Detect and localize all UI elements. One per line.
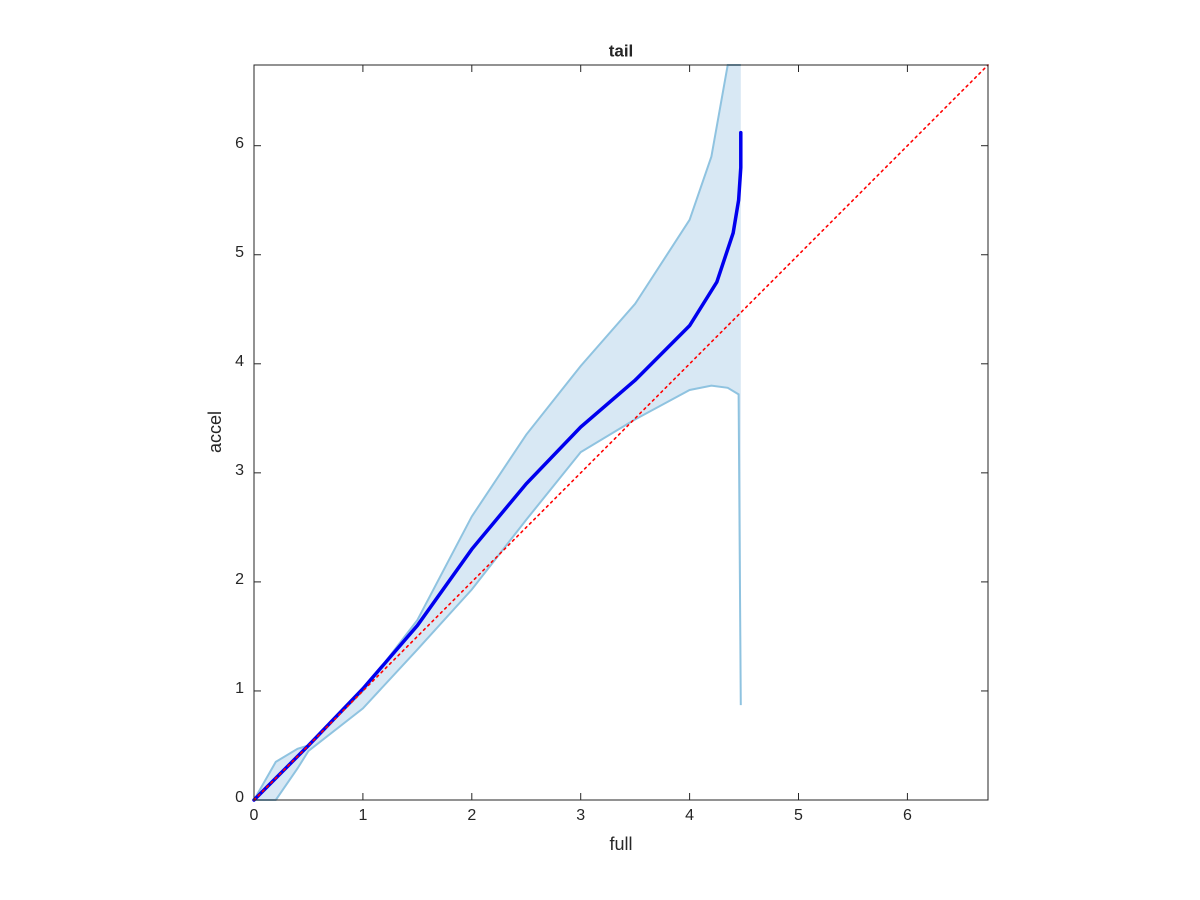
y-tick-label: 0 — [235, 789, 244, 806]
band-upper — [253, 64, 741, 801]
x-axis-label: full — [609, 834, 632, 854]
x-tick-label: 1 — [358, 807, 367, 824]
y-tick-label: 3 — [235, 462, 244, 479]
y-tick-label: 4 — [235, 353, 244, 370]
x-tick-label: 6 — [903, 807, 912, 824]
axes-box — [253, 64, 989, 801]
x-tick-label: 0 — [250, 807, 259, 824]
chart-title: tail — [609, 41, 634, 60]
x-tick-label: 3 — [576, 807, 585, 824]
reference-line — [253, 64, 989, 801]
x-tick-label: 4 — [685, 807, 694, 824]
y-tick-label: 5 — [235, 244, 244, 261]
x-tick-label: 2 — [467, 807, 476, 824]
data-line — [252, 130, 743, 802]
y-tick-label: 2 — [235, 571, 244, 588]
y-tick-label: 6 — [235, 135, 244, 152]
y-axis-label: accel — [205, 411, 225, 453]
band-lower — [254, 384, 742, 801]
y-tick-label: 1 — [235, 680, 244, 697]
x-tick-label: 5 — [794, 807, 803, 824]
